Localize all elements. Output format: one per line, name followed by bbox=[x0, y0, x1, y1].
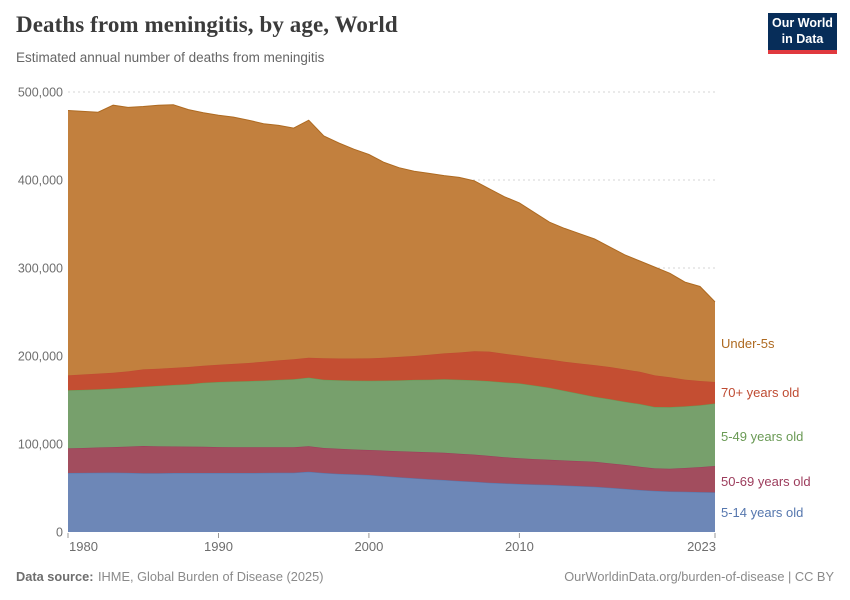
data-source-text: IHME, Global Burden of Disease (2025) bbox=[98, 569, 324, 584]
area-5-14-years-old bbox=[68, 471, 715, 532]
data-source-label: Data source: bbox=[16, 569, 94, 584]
x-axis-label-2010: 2010 bbox=[505, 539, 534, 554]
data-source-note: Data source: IHME, Global Burden of Disea… bbox=[16, 569, 323, 584]
owid-logo-line1: Our World bbox=[772, 16, 833, 30]
owid-logo[interactable]: Our World in Data bbox=[768, 13, 837, 54]
area-50-69-years-old bbox=[68, 446, 715, 493]
chart-subtitle: Estimated annual number of deaths from m… bbox=[16, 50, 325, 65]
x-axis-label-2023: 2023 bbox=[687, 539, 716, 554]
page-title: Deaths from meningitis, by age, World bbox=[16, 12, 398, 37]
x-axis-label-1980: 1980 bbox=[69, 539, 98, 554]
legend-label-5-49[interactable]: 5-49 years old bbox=[721, 429, 804, 444]
y-axis-label-100000: 100,000 bbox=[18, 438, 63, 452]
legend-label-5-14[interactable]: 5-14 years old bbox=[721, 505, 804, 520]
y-axis-label-300000: 300,000 bbox=[18, 262, 63, 276]
area-top-line-4 bbox=[67, 104, 716, 303]
legend-label-under-5s[interactable]: Under-5s bbox=[721, 336, 775, 351]
area-under-5s bbox=[68, 104, 715, 383]
owid-logo-line2: in Data bbox=[781, 31, 824, 46]
area-70-years-old bbox=[68, 351, 715, 408]
legend-label-50-69[interactable]: 50-69 years old bbox=[721, 474, 811, 489]
x-axis-label-2000: 2000 bbox=[354, 539, 383, 554]
y-axis-label-400000: 400,000 bbox=[18, 174, 63, 188]
y-axis-label-500000: 500,000 bbox=[18, 86, 63, 100]
owid-url-link[interactable]: OurWorldinData.org/burden-of-disease | C… bbox=[564, 569, 834, 584]
area-5-49-years-old bbox=[68, 377, 715, 469]
y-axis-label-200000: 200,000 bbox=[18, 350, 63, 364]
y-axis-label-0: 0 bbox=[56, 526, 63, 540]
x-axis-label-1990: 1990 bbox=[204, 539, 233, 554]
legend-label-70-plus[interactable]: 70+ years old bbox=[721, 385, 800, 400]
